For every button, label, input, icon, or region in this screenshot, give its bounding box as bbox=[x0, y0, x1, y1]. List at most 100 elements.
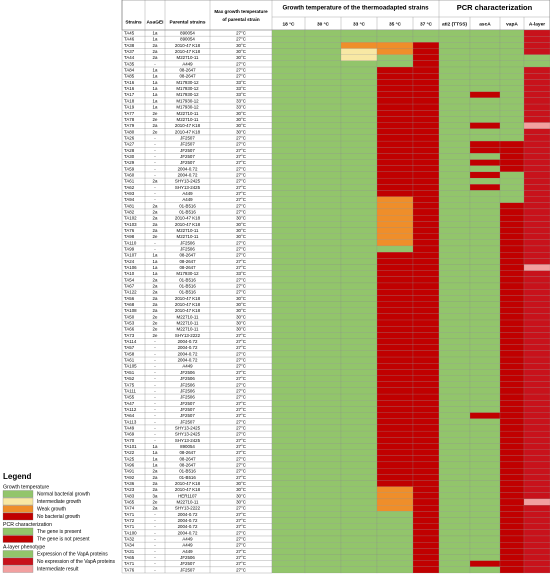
status-cell bbox=[304, 190, 342, 197]
status-cell bbox=[304, 116, 342, 123]
status-cell bbox=[304, 91, 342, 98]
status-cell bbox=[523, 523, 550, 530]
status-cell bbox=[271, 566, 306, 574]
status-cell bbox=[271, 73, 306, 80]
status-cell bbox=[412, 412, 440, 419]
cell-text: - bbox=[154, 438, 156, 443]
cell-text: 27°C bbox=[236, 240, 246, 245]
status-cell bbox=[412, 443, 440, 450]
cell-text: 2010-47 K18 bbox=[175, 308, 201, 313]
status-cell bbox=[523, 498, 550, 506]
status-cell bbox=[438, 128, 471, 135]
cell-text: TA24 bbox=[124, 259, 135, 264]
cell-text: 27°C bbox=[236, 179, 246, 184]
status-cell bbox=[412, 36, 440, 43]
cell-text: - bbox=[154, 185, 156, 190]
status-cell bbox=[304, 326, 342, 333]
status-cell bbox=[523, 461, 550, 469]
cell-text: TA70 bbox=[124, 438, 135, 443]
status-cell bbox=[523, 73, 550, 80]
status-cell bbox=[438, 523, 471, 530]
status-cell bbox=[412, 177, 440, 185]
status-cell bbox=[271, 505, 306, 512]
status-cell bbox=[376, 295, 414, 302]
cell-text: 30°C bbox=[236, 493, 246, 498]
status-cell bbox=[412, 505, 440, 512]
cell-text: 27°C bbox=[236, 191, 246, 196]
status-cell bbox=[376, 430, 414, 438]
status-cell bbox=[376, 258, 414, 265]
status-cell bbox=[340, 332, 378, 339]
cell-text: 2a bbox=[153, 55, 158, 60]
status-cell bbox=[523, 301, 550, 308]
legend-swatch bbox=[2, 535, 34, 543]
cell-text: TA57 bbox=[124, 345, 135, 350]
status-cell bbox=[304, 560, 342, 567]
status-cell bbox=[304, 369, 342, 376]
status-cell bbox=[523, 535, 550, 543]
status-cell bbox=[340, 29, 378, 37]
cell-text: A449 bbox=[182, 61, 193, 66]
cell-text: 30°C bbox=[236, 216, 246, 221]
status-cell bbox=[438, 468, 471, 475]
status-cell bbox=[469, 381, 501, 388]
status-cell bbox=[523, 369, 550, 376]
cell-text: TA103 bbox=[124, 222, 137, 227]
status-cell bbox=[523, 177, 550, 185]
status-cell bbox=[340, 535, 378, 543]
column-header: ati2 (TTSS) bbox=[442, 21, 467, 27]
status-cell bbox=[523, 412, 550, 419]
status-cell bbox=[499, 239, 525, 247]
cell-text: TA122 bbox=[124, 290, 137, 295]
status-cell bbox=[523, 554, 550, 561]
status-cell bbox=[523, 319, 550, 327]
status-cell bbox=[271, 202, 306, 210]
status-cell bbox=[340, 369, 378, 376]
status-cell bbox=[304, 270, 342, 277]
status-cell bbox=[304, 498, 342, 506]
status-cell bbox=[304, 54, 342, 61]
legend-group-title: Growth temperature bbox=[3, 484, 49, 490]
cell-text: 1a bbox=[153, 92, 158, 97]
status-cell bbox=[304, 110, 342, 117]
status-cell bbox=[412, 116, 440, 123]
status-cell bbox=[438, 418, 471, 426]
cell-text: - bbox=[154, 401, 156, 406]
status-cell bbox=[499, 29, 525, 37]
status-cell bbox=[340, 165, 378, 173]
status-cell bbox=[304, 258, 342, 265]
status-cell bbox=[523, 79, 550, 86]
status-cell bbox=[438, 66, 471, 74]
cell-text: 27°C bbox=[236, 259, 246, 264]
status-cell bbox=[499, 295, 525, 302]
status-cell bbox=[340, 208, 378, 216]
cell-text: 01-B516 bbox=[179, 277, 196, 282]
status-cell bbox=[271, 344, 306, 351]
status-cell bbox=[499, 412, 525, 419]
status-cell bbox=[412, 134, 440, 142]
cell-text: 30°C bbox=[236, 499, 246, 504]
status-cell bbox=[523, 29, 550, 37]
legend-label: The gene is not present bbox=[37, 537, 90, 543]
status-cell bbox=[271, 276, 306, 284]
status-cell bbox=[523, 239, 550, 247]
status-cell bbox=[304, 276, 342, 284]
status-cell bbox=[523, 258, 550, 265]
status-cell bbox=[412, 363, 440, 370]
status-cell bbox=[340, 363, 378, 370]
status-cell bbox=[376, 418, 414, 426]
status-cell bbox=[271, 208, 306, 216]
cell-text: TA64 bbox=[124, 413, 135, 418]
cell-text: A449 bbox=[182, 364, 193, 369]
cell-text: 1a bbox=[153, 253, 158, 258]
status-cell bbox=[271, 542, 306, 549]
cell-text: JF2506 bbox=[180, 395, 195, 400]
status-cell bbox=[523, 486, 550, 493]
cell-text: 2e bbox=[153, 234, 158, 239]
cell-text: - bbox=[154, 148, 156, 153]
status-cell bbox=[340, 85, 378, 92]
status-cell bbox=[271, 221, 306, 228]
cell-text: TA22 bbox=[124, 450, 135, 455]
status-cell bbox=[376, 406, 414, 413]
status-cell bbox=[523, 97, 550, 105]
